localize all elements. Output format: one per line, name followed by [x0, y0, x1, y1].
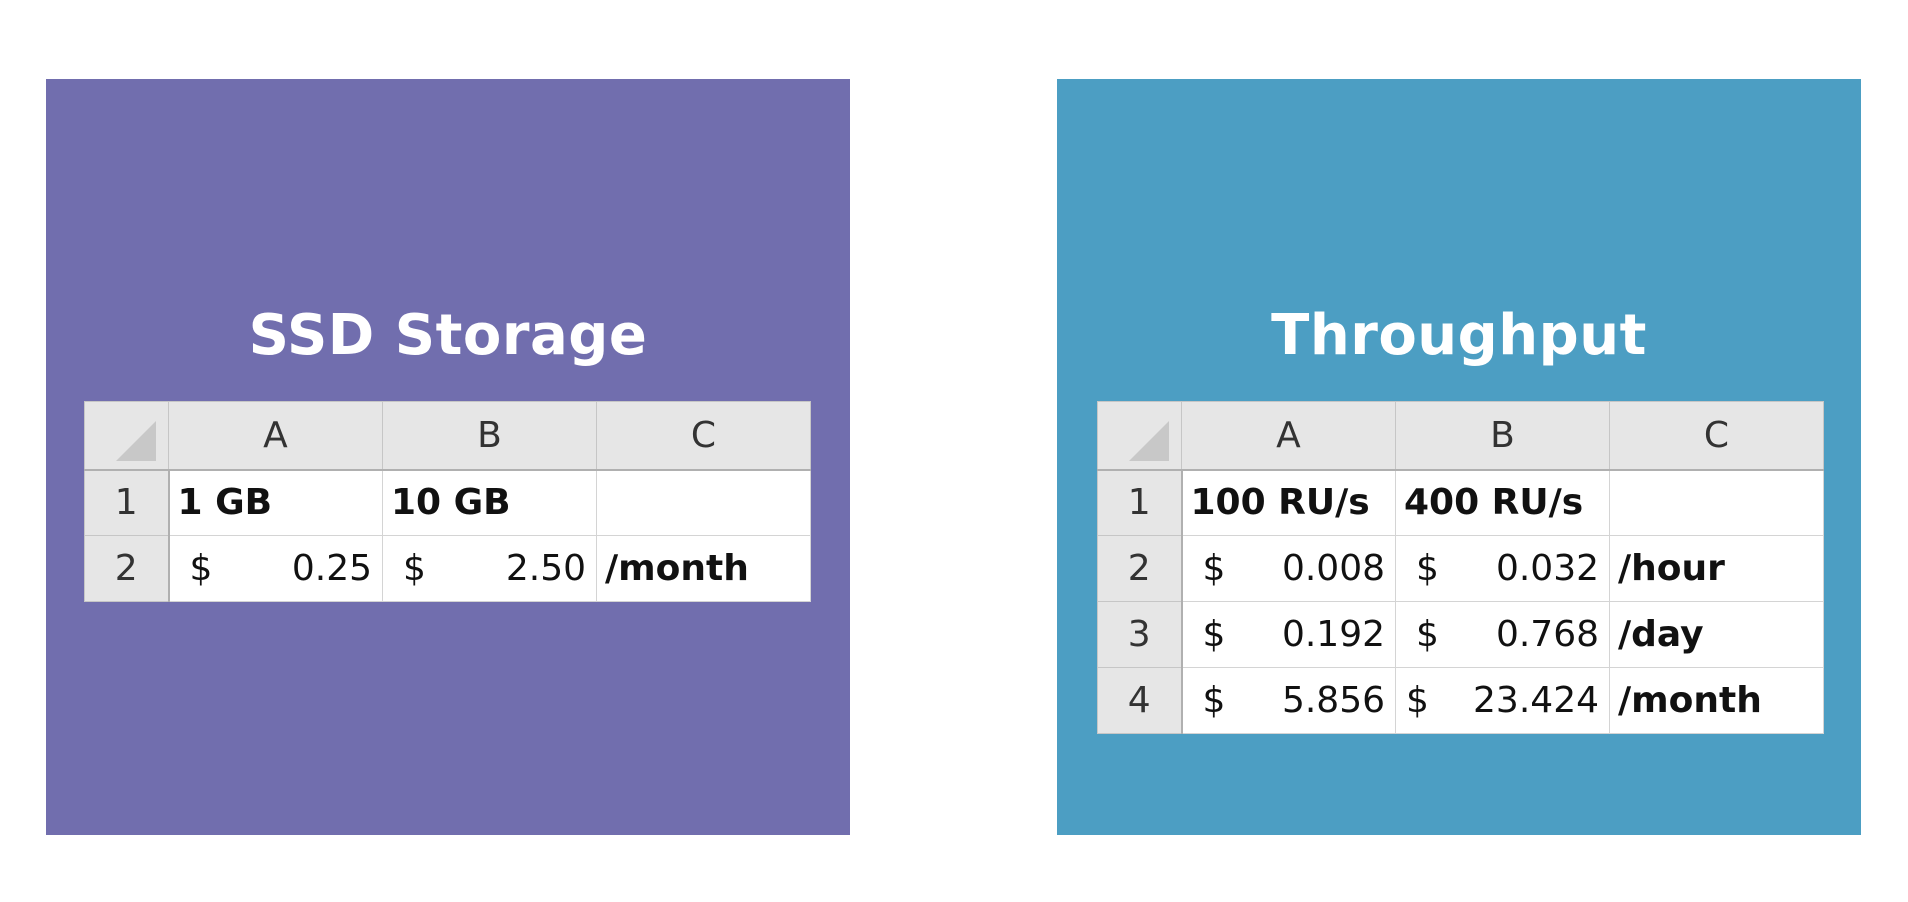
column-header-row: A B C	[84, 401, 811, 471]
table-row: 2 $ 0.25 $ 2.50 /month	[84, 535, 811, 602]
currency-symbol: $	[1416, 548, 1439, 589]
cell-b2: $ 0.032	[1395, 535, 1610, 602]
storage-panel: SSD Storage A B C 1 1 GB 10 GB 2 $ 0.25	[46, 79, 850, 835]
throughput-title: Throughput	[1271, 303, 1647, 368]
cell-a3: $ 0.192	[1181, 601, 1396, 668]
cell-c1	[1609, 469, 1824, 536]
currency-symbol: $	[403, 548, 426, 589]
amount: 23.424	[1473, 680, 1599, 721]
cell-c3: /day	[1609, 601, 1824, 668]
throughput-spreadsheet: A B C 1 100 RU/s 400 RU/s 2 $ 0.008 $ 0.…	[1097, 401, 1824, 734]
row-header: 4	[1097, 667, 1183, 734]
table-row: 2 $ 0.008 $ 0.032 /hour	[1097, 535, 1824, 602]
column-header-a: A	[1181, 401, 1396, 471]
cell-c2: /month	[596, 535, 811, 602]
currency-symbol: $	[1202, 680, 1226, 721]
row-header: 1	[84, 469, 170, 536]
cell-b4: $ 23.424	[1395, 667, 1610, 734]
table-row: 3 $ 0.192 $ 0.768 /day	[1097, 601, 1824, 668]
storage-spreadsheet: A B C 1 1 GB 10 GB 2 $ 0.25 $ 2.50	[84, 401, 811, 602]
row-header: 2	[84, 535, 170, 602]
select-all-triangle-icon	[116, 420, 156, 461]
cell-a2: $ 0.25	[168, 535, 383, 602]
row-header: 3	[1097, 601, 1183, 668]
amount: 0.008	[1281, 548, 1385, 589]
column-header-a: A	[168, 401, 383, 471]
row-header: 1	[1097, 469, 1183, 536]
cell-b1: 10 GB	[382, 469, 597, 536]
column-header-b: B	[1395, 401, 1610, 471]
currency-symbol: $	[1406, 680, 1429, 721]
amount: 2.50	[505, 548, 586, 589]
throughput-panel: Throughput A B C 1 100 RU/s 400 RU/s 2 $…	[1057, 79, 1861, 835]
select-all-corner	[1097, 401, 1182, 471]
amount: 5.856	[1281, 680, 1385, 721]
currency-symbol: $	[189, 548, 213, 589]
column-header-row: A B C	[1097, 401, 1824, 471]
currency-symbol: $	[1202, 614, 1226, 655]
cell-b2: $ 2.50	[382, 535, 597, 602]
amount: 0.032	[1495, 548, 1599, 589]
cell-a4: $ 5.856	[1181, 667, 1396, 734]
amount: 0.25	[291, 548, 372, 589]
column-header-c: C	[1609, 401, 1824, 471]
cell-c2: /hour	[1609, 535, 1824, 602]
row-header: 2	[1097, 535, 1183, 602]
currency-symbol: $	[1416, 614, 1439, 655]
select-all-corner	[84, 401, 169, 471]
currency-symbol: $	[1202, 548, 1226, 589]
table-row: 1 100 RU/s 400 RU/s	[1097, 469, 1824, 536]
storage-title: SSD Storage	[248, 303, 648, 368]
cell-c4: /month	[1609, 667, 1824, 734]
table-row: 1 1 GB 10 GB	[84, 469, 811, 536]
cell-a2: $ 0.008	[1181, 535, 1396, 602]
cell-c1	[596, 469, 811, 536]
cell-a1: 1 GB	[168, 469, 383, 536]
table-row: 4 $ 5.856 $ 23.424 /month	[1097, 667, 1824, 734]
select-all-triangle-icon	[1129, 420, 1169, 461]
amount: 0.768	[1495, 614, 1599, 655]
cell-b1: 400 RU/s	[1395, 469, 1610, 536]
cell-a1: 100 RU/s	[1181, 469, 1396, 536]
column-header-b: B	[382, 401, 597, 471]
cell-b3: $ 0.768	[1395, 601, 1610, 668]
amount: 0.192	[1281, 614, 1385, 655]
column-header-c: C	[596, 401, 811, 471]
